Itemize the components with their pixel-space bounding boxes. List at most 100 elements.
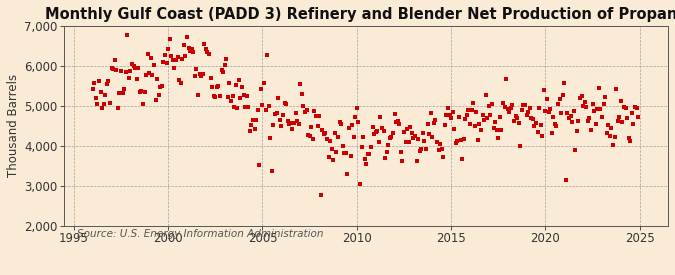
Point <box>199 42 210 47</box>
Point <box>288 121 299 125</box>
Point <box>485 113 496 117</box>
Point <box>159 53 170 57</box>
Point <box>138 102 148 106</box>
Point <box>583 119 593 123</box>
Point <box>371 130 381 135</box>
Point <box>495 115 506 119</box>
Point <box>345 154 356 158</box>
Point <box>87 87 98 91</box>
Point <box>237 85 248 90</box>
Point <box>207 85 217 89</box>
Point <box>211 84 222 89</box>
Point <box>593 86 604 90</box>
Point <box>317 128 327 132</box>
Point <box>295 82 306 86</box>
Point <box>416 146 427 151</box>
Point <box>597 114 608 119</box>
Point <box>632 114 643 119</box>
Point <box>188 50 198 54</box>
Point <box>474 122 485 126</box>
Point <box>385 136 396 140</box>
Point <box>248 118 259 122</box>
Point <box>476 127 487 132</box>
Point <box>347 123 358 127</box>
Point <box>328 158 339 163</box>
Point <box>114 91 125 95</box>
Point <box>259 80 269 85</box>
Point <box>411 159 422 163</box>
Point <box>276 123 287 128</box>
Point <box>614 115 625 120</box>
Point <box>521 113 532 117</box>
Point <box>591 121 601 126</box>
Point <box>573 119 584 123</box>
Point <box>161 61 172 65</box>
Point <box>506 106 516 110</box>
Point <box>340 151 351 156</box>
Point <box>576 94 587 98</box>
Point <box>254 163 265 167</box>
Point <box>427 135 437 139</box>
Point <box>106 65 117 70</box>
Point <box>405 125 416 129</box>
Point <box>410 134 421 138</box>
Point <box>235 96 246 101</box>
Point <box>268 123 279 127</box>
Point <box>477 113 488 117</box>
Point <box>244 129 255 134</box>
Point <box>329 130 340 135</box>
Point <box>496 128 507 132</box>
Point <box>230 83 241 87</box>
Point <box>364 152 375 156</box>
Point <box>142 52 153 57</box>
Point <box>90 96 101 100</box>
Point <box>578 104 589 108</box>
Point <box>335 122 346 126</box>
Point <box>134 90 145 94</box>
Point <box>263 103 274 108</box>
Point <box>163 47 173 51</box>
Point <box>282 119 293 123</box>
Point <box>504 110 515 114</box>
Point <box>273 96 284 101</box>
Point <box>430 117 441 122</box>
Point <box>325 138 335 143</box>
Point <box>320 131 331 135</box>
Point <box>433 148 444 152</box>
Point <box>128 64 139 68</box>
Point <box>172 55 183 59</box>
Point <box>446 116 456 120</box>
Point <box>449 126 460 131</box>
Point <box>608 142 618 147</box>
Point <box>257 103 268 107</box>
Point <box>441 112 452 117</box>
Point <box>567 120 578 125</box>
Point <box>202 50 213 54</box>
Point <box>501 76 512 81</box>
Title: Monthly Gulf Coast (PADD 3) Refinery and Blender Net Production of Propane: Monthly Gulf Coast (PADD 3) Refinery and… <box>45 7 675 22</box>
Point <box>359 156 370 161</box>
Point <box>310 114 321 118</box>
Point <box>173 78 184 82</box>
Point <box>331 150 342 154</box>
Point <box>543 110 554 115</box>
Point <box>564 116 574 120</box>
Point <box>412 137 423 141</box>
Point <box>631 105 642 110</box>
Point <box>535 123 546 128</box>
Point <box>479 118 489 122</box>
Point <box>166 54 177 59</box>
Point <box>101 82 112 86</box>
Point <box>302 133 313 137</box>
Point <box>532 130 543 134</box>
Point <box>559 81 570 86</box>
Point <box>229 104 240 109</box>
Point <box>526 115 537 120</box>
Point <box>210 95 221 99</box>
Point <box>151 98 161 102</box>
Point <box>419 139 430 143</box>
Point <box>554 97 565 101</box>
Point <box>152 77 163 81</box>
Point <box>560 178 571 183</box>
Point <box>469 124 480 128</box>
